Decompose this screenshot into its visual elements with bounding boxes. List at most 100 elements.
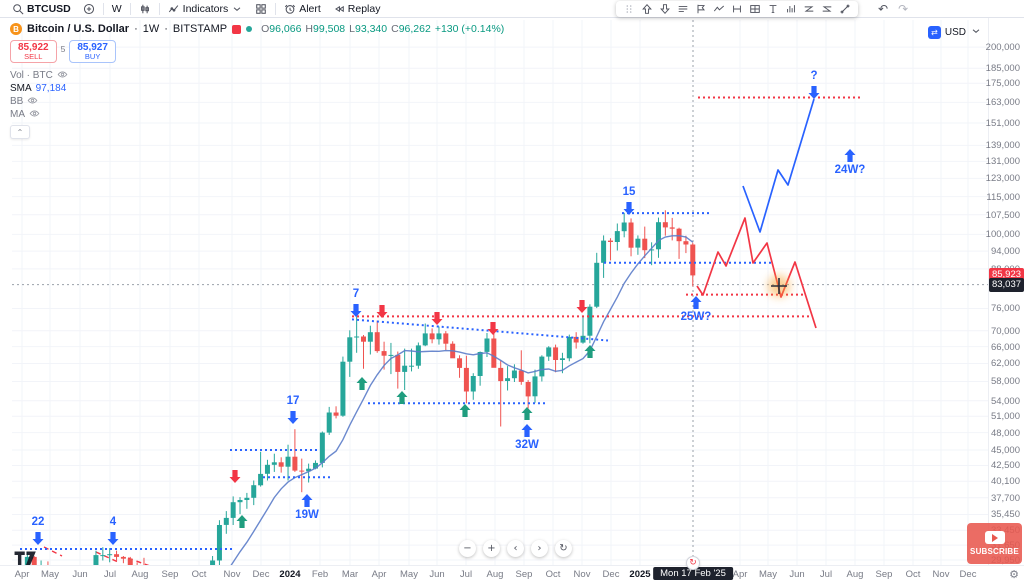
sell-label: SELL [24, 52, 43, 61]
legend-collapse-button[interactable]: ⌃ [10, 125, 30, 140]
s-zigzag-2-icon[interactable] [818, 1, 836, 17]
indicator-row[interactable]: SMA 97,184 [10, 83, 67, 95]
price-tick: 107,500 [985, 209, 1020, 221]
t-tool-icon[interactable] [764, 1, 782, 17]
change-value: +130 (+0.14%) [434, 23, 505, 35]
indicators-button[interactable]: Indicators [162, 1, 250, 17]
time-axis[interactable]: ⚙ Apr May Jun Jul Aug Sep Oct Nov Dec 2024 Feb Mar A… [0, 565, 1024, 581]
layout-grid-button[interactable] [249, 1, 273, 17]
currency-toggle[interactable]: ⇄ USD [927, 25, 982, 40]
indicator-row[interactable]: Vol · BTC [10, 69, 504, 82]
month-tick: May [400, 569, 418, 580]
h-tool-icon[interactable] [728, 1, 746, 17]
go-to-realtime-button[interactable]: ↻ [686, 556, 700, 570]
price-tick: 163,000 [985, 97, 1020, 109]
blue-projection-zigzag [742, 98, 815, 233]
s-zigzag-icon[interactable] [800, 1, 818, 17]
flag-badge-icon[interactable] [232, 24, 242, 34]
interval-button[interactable]: W [106, 1, 128, 17]
annotation-label: 15 [623, 186, 636, 198]
green-up-arrow [396, 391, 408, 404]
separator [102, 2, 104, 15]
price-tick: 48,000 [990, 427, 1020, 439]
indicator-legend: Vol · BTC SMA 97,184 BB MA [10, 69, 504, 121]
subscribe-button[interactable]: SUBSCRIBE [967, 523, 1022, 564]
blue-up-arrow [690, 296, 702, 309]
arrow-up-outline-icon[interactable] [638, 1, 656, 17]
sma-line [230, 234, 694, 565]
blue-down-arrow [287, 411, 299, 424]
sell-button[interactable]: 85,922 SELL [10, 40, 57, 64]
price-tick: 62,000 [990, 358, 1020, 370]
eye-icon[interactable] [29, 108, 40, 122]
blue-down-arrow [350, 304, 362, 317]
plus-button[interactable]: + [483, 540, 500, 557]
chev-right-button[interactable]: › [531, 540, 548, 557]
month-tick: Dec [959, 569, 977, 580]
red-down-arrow [487, 322, 499, 335]
month-tick: Jun [429, 569, 445, 580]
eye-icon[interactable] [27, 95, 38, 109]
price-tick: 115,000 [986, 191, 1020, 203]
flag-icon[interactable] [692, 1, 710, 17]
month-tick: Mar [341, 569, 359, 580]
month-tick: Oct [191, 569, 207, 580]
symbol-info-row[interactable]: B Bitcoin / U.S. Dollar · 1W · BITSTAMP … [10, 22, 504, 36]
tradingview-logo[interactable] [14, 549, 44, 571]
price-axis[interactable]: 200,000 185,000 175,000 163,000 151,000 139,0… [985, 18, 1024, 566]
gear-icon[interactable]: ⚙ [1009, 568, 1019, 581]
price-tick: 37,700 [990, 492, 1020, 504]
reload-button[interactable]: ↻ [555, 540, 572, 557]
price-tick: 54,000 [990, 395, 1020, 407]
separator [129, 2, 131, 15]
month-tick: May [41, 569, 59, 580]
ohlc-key: O96,066 [261, 23, 302, 35]
trend-line-icon[interactable] [836, 1, 854, 17]
price-tick: 139,000 [985, 140, 1020, 152]
month-tick: Jun [72, 569, 88, 580]
crosshair-price-tag: 83,037 [989, 277, 1024, 292]
redo-icon[interactable]: ↷ [898, 1, 909, 16]
month-tick: Apr [14, 569, 30, 580]
price-tick: 100,000 [985, 229, 1020, 241]
lines-icon[interactable] [674, 1, 692, 17]
month-tick: Sep [875, 569, 893, 580]
drag-dots-icon[interactable] [620, 1, 638, 17]
blue-up-arrow [521, 424, 533, 437]
chart-style-button[interactable] [133, 1, 157, 17]
currency-icon: ⇄ [927, 26, 941, 39]
youtube-icon [984, 531, 1005, 544]
minus-button[interactable]: − [459, 540, 476, 557]
compare-add-button[interactable] [77, 1, 101, 17]
undo-icon[interactable]: ↶ [878, 1, 889, 16]
ohlc-key: C96,262 [391, 23, 431, 35]
eye-icon[interactable] [57, 69, 68, 83]
arrow-down-outline-icon[interactable] [656, 1, 674, 17]
plus-circle-icon [83, 3, 95, 15]
replay-label: Replay [347, 2, 381, 15]
month-tick: Jul [819, 569, 833, 580]
chev-left-button[interactable]: ‹ [507, 540, 524, 557]
grid-box-icon[interactable] [746, 1, 764, 17]
blue-up-arrow [301, 494, 313, 507]
annotation-label: 4 [110, 516, 117, 528]
red-down-arrow [431, 312, 443, 325]
indicator-row[interactable]: BB [10, 95, 504, 108]
symbol-search-button[interactable]: BTCUSD [6, 1, 77, 17]
bitcoin-icon: B [10, 23, 22, 35]
chart-pane[interactable]: 22 4 17 7 15? 19W 32W 25W? 24W? B Bitcoin / U.S.… [0, 18, 1024, 581]
month-tick: Jun [789, 569, 805, 580]
price-tick: 94,000 [990, 246, 1020, 258]
annotation-label: 32W [515, 439, 539, 451]
month-tick: Feb [311, 569, 329, 580]
annotation-label: 25W? [681, 311, 712, 323]
replay-button[interactable]: Replay [327, 1, 387, 17]
alert-button[interactable]: Alert [278, 1, 327, 17]
zigzag-icon[interactable] [710, 1, 728, 17]
indicator-row[interactable]: MA [10, 108, 504, 121]
layout-grid-icon [255, 3, 267, 15]
buy-button[interactable]: 85,927 BUY [69, 40, 116, 64]
bars-pattern-icon[interactable] [782, 1, 800, 17]
